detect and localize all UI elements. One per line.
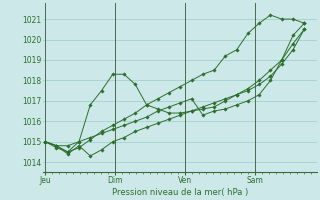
X-axis label: Pression niveau de la mer( hPa ): Pression niveau de la mer( hPa ) bbox=[112, 188, 248, 197]
